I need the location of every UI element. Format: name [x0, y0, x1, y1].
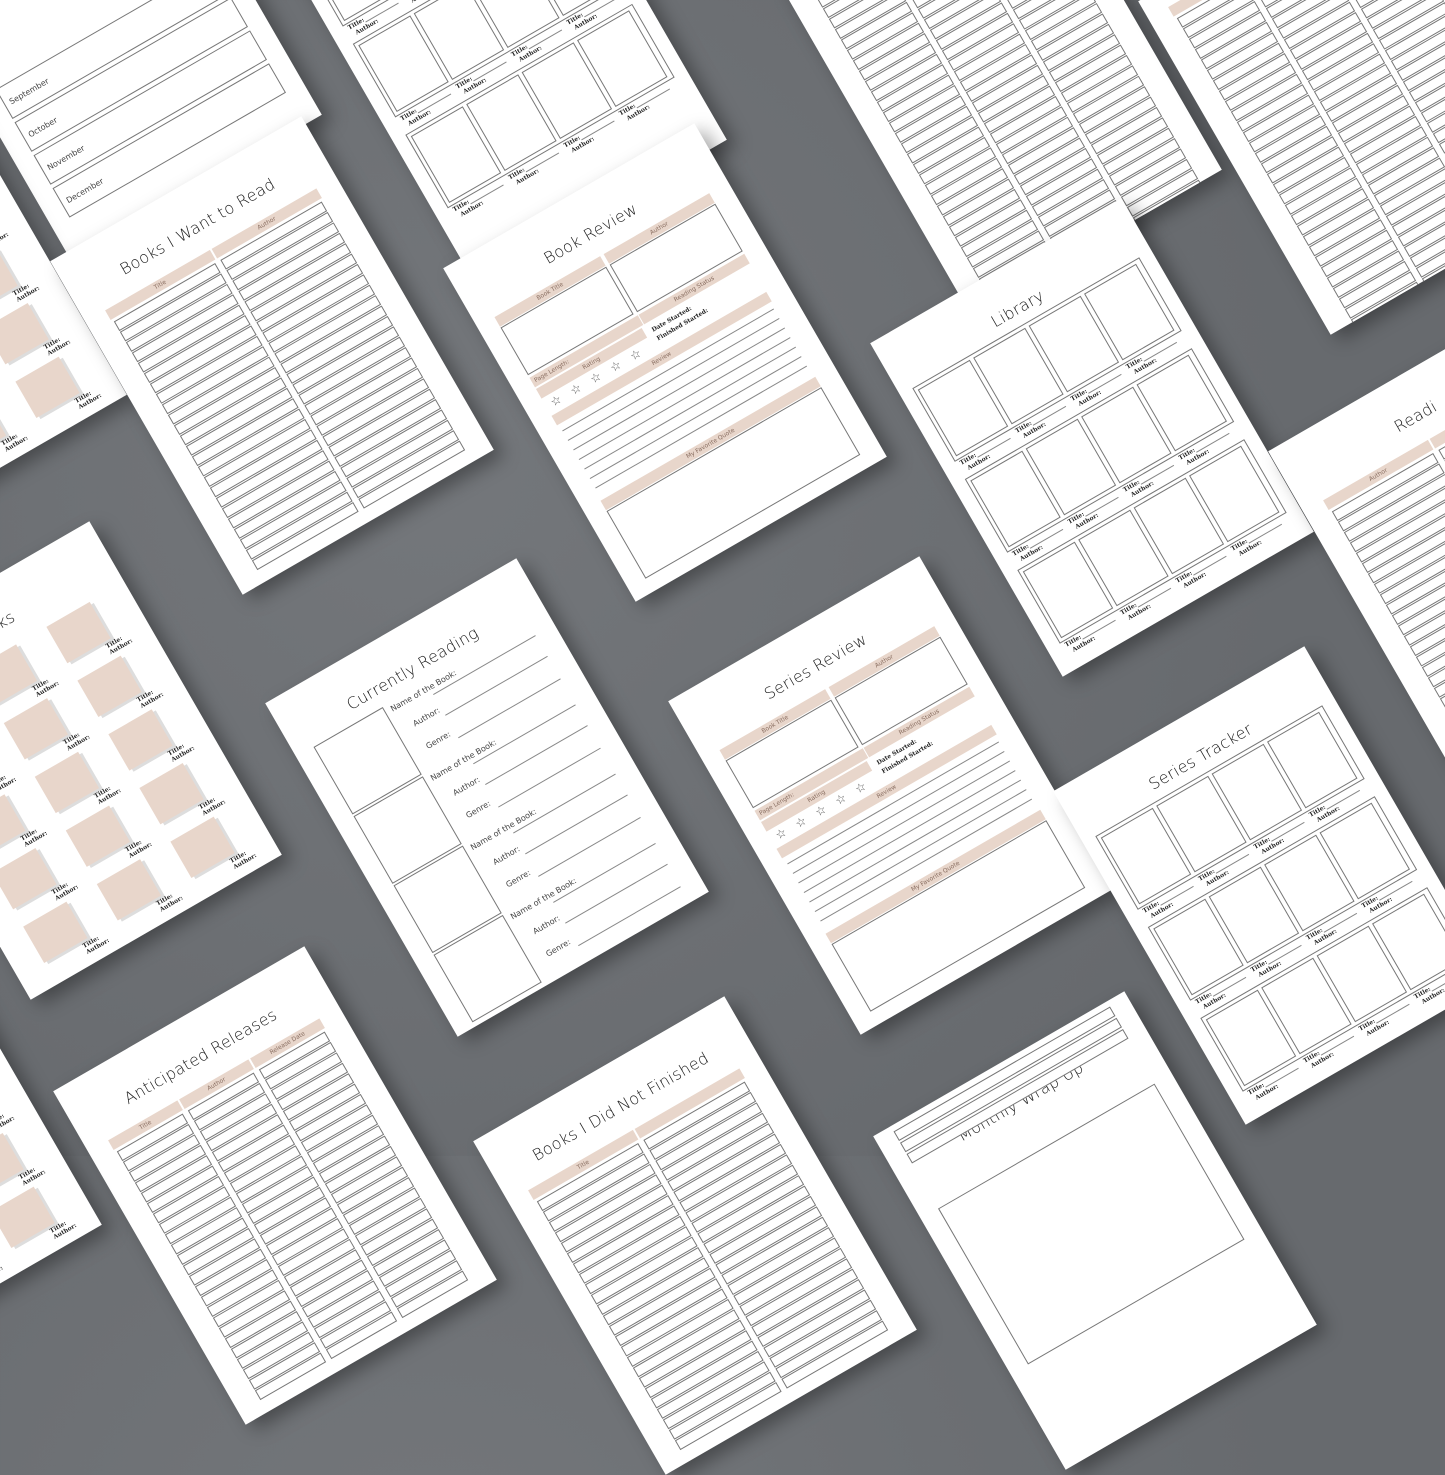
entry-line: [538, 817, 641, 877]
book-cover: [0, 1133, 24, 1194]
book-cover: [97, 859, 161, 920]
entry-line: [445, 656, 548, 716]
book-cover: [0, 794, 25, 855]
star-icon: ☆: [607, 357, 623, 375]
book-cover: [0, 249, 18, 310]
star-icon: ☆: [627, 346, 643, 364]
star-icon: ☆: [773, 825, 789, 843]
book-cover: [23, 902, 87, 963]
book-cover: [4, 698, 68, 759]
author-label: Author:: [0, 231, 10, 250]
star-icon: ☆: [832, 790, 848, 808]
star-icon: ☆: [568, 380, 584, 398]
author-label: Author:: [531, 914, 561, 937]
book-cover: [170, 817, 234, 878]
genre-label: Genre:: [504, 868, 532, 889]
book-cover: [0, 848, 56, 909]
entry-line: [473, 704, 576, 764]
star-icon: ☆: [548, 392, 564, 410]
page-cover-grid-books: e BooksTitle:Author:Title:Author:Title:A…: [0, 521, 282, 999]
entry-line: [498, 748, 601, 808]
star-icon: ☆: [588, 369, 604, 387]
book-cover: [66, 805, 130, 866]
book-cover: [15, 357, 79, 418]
genre-label: Genre:: [424, 730, 452, 751]
book-cover: [0, 303, 49, 364]
book-cover: [0, 1187, 55, 1248]
author-label: Author:: [411, 706, 441, 729]
book-cover: [139, 763, 203, 824]
entry-line: [553, 843, 656, 903]
book-cover: [46, 602, 110, 663]
star-icon: ☆: [793, 813, 809, 831]
entry-line: [513, 774, 616, 834]
star-icon: ☆: [813, 802, 829, 820]
author-label: Author:: [0, 1265, 4, 1284]
entry-line: [565, 864, 668, 924]
entry-line: [458, 678, 561, 738]
author-label: Author:: [451, 775, 481, 798]
book-cover: [77, 656, 141, 717]
genre-label: Genre:: [464, 799, 492, 820]
star-icon: ☆: [852, 779, 868, 797]
book-cover: [35, 752, 99, 813]
book-cover: [108, 709, 172, 770]
entry-line: [485, 725, 588, 785]
entry-line: [578, 886, 681, 946]
entry-line: [525, 794, 628, 854]
book-cover: [0, 644, 37, 705]
genre-label: Genre:: [544, 937, 572, 958]
page-title: Currently Reading: [282, 588, 543, 749]
author-label: Author:: [491, 844, 521, 867]
